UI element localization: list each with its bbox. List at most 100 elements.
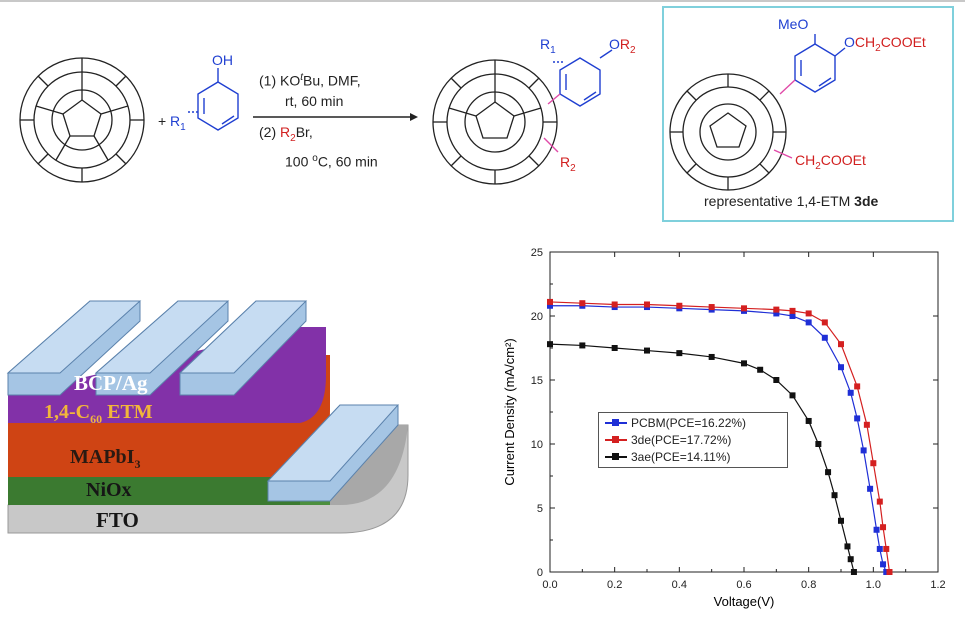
series-point-0 — [838, 364, 844, 371]
series-point-1 — [863, 421, 870, 428]
c60-reactant-icon — [19, 57, 145, 183]
c60-rep-icon — [669, 73, 787, 191]
rep-caption-bold: 3de — [854, 193, 879, 209]
series-point-1 — [880, 524, 887, 531]
etm-label-main: 1,4-C — [44, 401, 91, 423]
etm-label-tail: ETM — [102, 401, 153, 423]
series-point-0 — [880, 561, 887, 568]
series-point-2 — [838, 517, 844, 524]
series-point-1 — [883, 545, 890, 552]
series-point-1 — [708, 304, 715, 311]
series-point-2 — [644, 347, 650, 354]
series-point-1 — [741, 305, 747, 312]
product-o-text: O — [609, 36, 620, 52]
y-tick-label: 10 — [531, 439, 543, 451]
series-point-0 — [805, 319, 812, 326]
series-point-1 — [854, 383, 861, 390]
series-point-0 — [867, 485, 874, 492]
series-point-1 — [676, 302, 683, 309]
mapbi3-label-main: MAPbI — [70, 446, 135, 468]
etm-label-sub: 60 — [90, 412, 103, 426]
rep-ester-bottom-label: CH2COOEt — [795, 152, 866, 172]
series-point-0 — [876, 545, 883, 552]
series-point-1 — [789, 307, 796, 314]
product-or2-label: OR2 — [609, 36, 636, 56]
electrode-strips — [6, 300, 400, 502]
product-r1-sub: 1 — [550, 44, 556, 56]
step2-cond-sup: o — [312, 153, 318, 164]
rep-ester-bond — [773, 149, 793, 159]
rep-ester-top-label: OCH2COOEt — [844, 34, 926, 54]
y-tick-label: 0 — [537, 567, 543, 579]
series-point-0 — [821, 334, 828, 341]
product-r2-bottom-label: R2 — [560, 154, 576, 174]
step2-label: (2) R2Br, — [259, 124, 313, 144]
series-point-0 — [773, 310, 780, 317]
series-line-0 — [550, 305, 887, 573]
x-tick-label: 1.2 — [930, 579, 945, 591]
series-point-1 — [876, 498, 883, 505]
reaction-scheme — [19, 34, 846, 191]
series-point-1 — [644, 301, 650, 308]
product-r1-text: R — [540, 36, 551, 52]
chart-legend: PCBM(PCE=16.22%) 3de(PCE=17.72%) 3ae(PCE… — [598, 412, 788, 468]
reaction-arrow — [253, 113, 418, 121]
rep-ester-top-suffix: COOEt — [880, 34, 926, 50]
mapbi3-label: MAPbI3 — [70, 446, 140, 472]
series-point-0 — [847, 389, 854, 396]
x-tick-label: 0.4 — [672, 579, 687, 591]
phenol-icon — [188, 68, 239, 131]
x-tick-label: 0.6 — [736, 579, 751, 591]
series-point-2 — [757, 366, 764, 373]
rep-aryl-icon — [794, 34, 846, 93]
series-point-2 — [844, 543, 851, 550]
series-point-2 — [850, 569, 857, 575]
legend-item-3ae: 3ae(PCE=14.11%) — [605, 449, 731, 465]
x-tick-label: 1.0 — [866, 579, 881, 591]
product-r2-sub: 2 — [630, 44, 636, 56]
series-point-1 — [838, 341, 844, 348]
series-point-2 — [805, 417, 812, 424]
phenol-r1-sub: 1 — [180, 121, 186, 133]
rep-ester-bottom-suffix: COOEt — [820, 152, 866, 168]
step2-sub: 2 — [290, 132, 296, 144]
series-point-1 — [611, 301, 618, 308]
step1-sup: t — [300, 72, 304, 83]
legend-swatch-3de — [605, 435, 627, 445]
series-point-0 — [860, 447, 867, 454]
representative-box — [662, 6, 954, 222]
legend-item-pcbm: PCBM(PCE=16.22%) — [605, 415, 746, 431]
rep-ester-bottom-text: CH — [795, 152, 816, 168]
series-point-2 — [815, 441, 822, 447]
y-tick-label: 15 — [531, 375, 543, 387]
series-point-2 — [676, 350, 683, 357]
series-point-2 — [579, 342, 586, 349]
product-aryl-icon — [553, 49, 613, 107]
top-divider — [0, 0, 965, 2]
legend-item-3de: 3de(PCE=17.72%) — [605, 432, 731, 448]
x-axis-label: Voltage(V) — [714, 594, 775, 609]
rep-meo-label: MeO — [778, 16, 809, 32]
step1-prefix: (1) KO — [259, 72, 301, 89]
series-point-2 — [611, 345, 618, 351]
step2-conditions: 100 oC, 60 min — [285, 153, 378, 170]
phenol-r1-label: R1 — [170, 113, 186, 133]
mapbi3-label-sub: 3 — [134, 457, 141, 471]
chart-series-group — [547, 298, 893, 575]
y-tick-label: 5 — [537, 503, 543, 515]
niox-label: NiOx — [86, 479, 132, 501]
series-point-1 — [805, 310, 812, 317]
legend-label-3ae: 3ae(PCE=14.11%) — [631, 450, 731, 464]
legend-label-3de: 3de(PCE=17.72%) — [631, 433, 732, 447]
y-tick-label: 25 — [531, 247, 543, 259]
step2-prefix: (2) — [259, 124, 280, 140]
series-point-1 — [886, 569, 893, 575]
rep-caption-text: representative 1,4-ETM — [704, 193, 855, 209]
series-line-2 — [549, 343, 855, 573]
product-r2-bond — [543, 137, 559, 153]
chart-axes: 0.0 0.2 0.4 0.6 0.8 1.0 1.2 0 5 10 15 20 25 — [531, 247, 946, 591]
step2-reagent: R — [280, 124, 291, 140]
step1-label: (1) KOtBu, DMF, — [259, 72, 361, 89]
step2-suffix: Br, — [295, 124, 313, 140]
step2-cond-prefix: 100 — [285, 153, 313, 170]
